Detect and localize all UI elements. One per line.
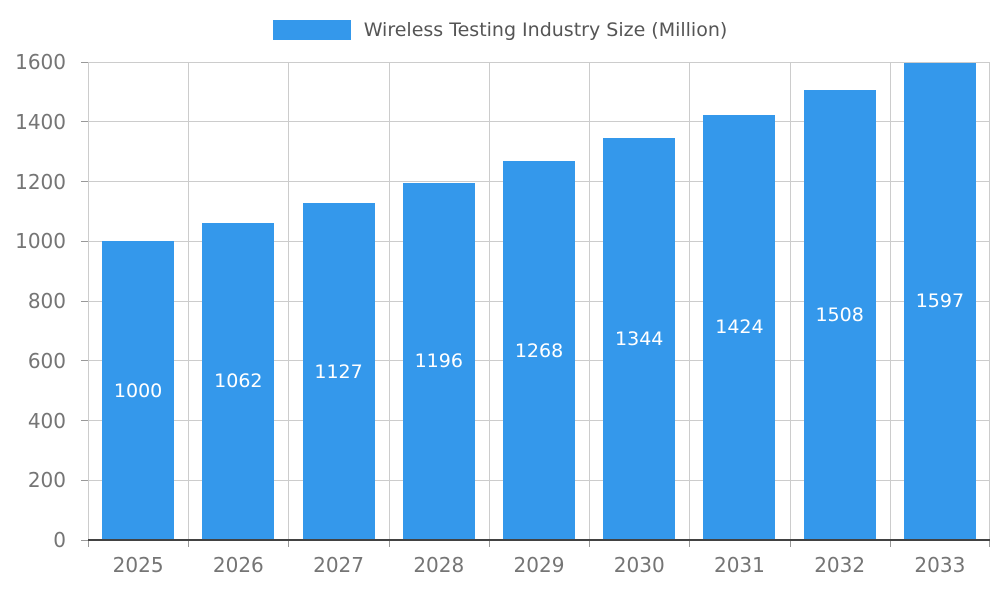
gridline-vertical (88, 62, 89, 540)
x-tick-label: 2032 (814, 553, 866, 577)
y-tick-mark (81, 61, 88, 63)
y-tick-mark (81, 240, 88, 242)
legend-label: Wireless Testing Industry Size (Million) (363, 19, 728, 41)
legend-swatch (272, 20, 351, 40)
y-tick-mark (81, 181, 88, 182)
gridline-vertical (789, 62, 791, 540)
bar-value-label: 1344 (615, 328, 664, 351)
gridline-vertical (488, 62, 490, 540)
x-tick-mark (288, 540, 290, 547)
x-tick-label: 2030 (613, 553, 665, 577)
x-tick-mark (88, 540, 89, 547)
gridline-vertical (288, 62, 290, 540)
x-tick-label: 2031 (713, 553, 765, 577)
gridline-vertical (388, 62, 390, 540)
y-tick-label: 1400 (15, 109, 66, 134)
y-tick-label: 0 (53, 528, 66, 552)
bar (503, 161, 575, 540)
y-tick-label: 1000 (15, 229, 66, 254)
bar (202, 222, 275, 540)
bar-value-label: 1127 (314, 360, 363, 383)
x-tick-mark (589, 540, 591, 547)
bar (603, 138, 676, 540)
bar (102, 241, 175, 540)
x-tick-mark (989, 540, 990, 547)
x-tick-mark (889, 540, 891, 547)
bar-value-label: 1424 (715, 316, 764, 339)
bar (803, 89, 876, 540)
y-tick-mark (81, 360, 88, 362)
x-tick-label: 2025 (112, 553, 164, 577)
y-tick-mark (81, 479, 88, 481)
y-tick-label: 600 (27, 348, 66, 373)
gridline-vertical (188, 62, 190, 540)
gridline-vertical (589, 62, 591, 540)
x-tick-mark (689, 540, 691, 547)
bar (402, 182, 475, 540)
x-tick-label: 2026 (212, 553, 264, 577)
y-tick-label: 200 (27, 468, 66, 493)
x-tick-label: 2033 (914, 553, 966, 577)
gridline-horizontal (88, 121, 990, 123)
bar (302, 203, 375, 540)
x-tick-mark (188, 540, 190, 547)
gridline-horizontal (88, 61, 990, 63)
gridline-vertical (989, 62, 990, 540)
y-tick-mark (81, 300, 88, 302)
bar-value-label: 1268 (514, 339, 564, 362)
x-axis-baseline (88, 539, 990, 541)
y-tick-label: 400 (27, 408, 66, 433)
y-tick-mark (81, 539, 88, 541)
bar-value-label: 1062 (214, 370, 263, 393)
x-tick-mark (388, 540, 390, 547)
x-tick-label: 2027 (313, 553, 364, 577)
y-tick-mark (81, 121, 88, 123)
x-tick-mark (789, 540, 791, 547)
x-tick-label: 2028 (413, 553, 465, 577)
x-axis-labels: 2025 2026 2027 2028 2029 2030 2031 2032 2033 (88, 552, 990, 584)
y-tick-label: 800 (27, 289, 66, 313)
x-tick-mark (488, 540, 490, 547)
gridline-vertical (889, 62, 891, 540)
bar-value-label: 1508 (815, 303, 864, 326)
x-tick-label: 2029 (513, 553, 565, 577)
y-axis-labels: 0 200 400 600 800 1000 1200 1400 1600 (0, 50, 78, 552)
gridline-vertical (689, 62, 691, 540)
bar (703, 114, 776, 540)
y-tick-label: 1200 (15, 169, 66, 194)
plot-area: 1000 1062 1127 1196 1268 1344 1424 1508 1597 (81, 61, 990, 547)
bar-value-label: 1000 (113, 379, 163, 402)
chart-legend: Wireless Testing Industry Size (Million) (0, 16, 1000, 44)
y-tick-mark (81, 420, 88, 421)
bar (903, 62, 976, 540)
bar-value-label: 1597 (915, 290, 965, 313)
y-tick-label: 1600 (15, 50, 66, 74)
bar-value-label: 1196 (414, 350, 463, 373)
